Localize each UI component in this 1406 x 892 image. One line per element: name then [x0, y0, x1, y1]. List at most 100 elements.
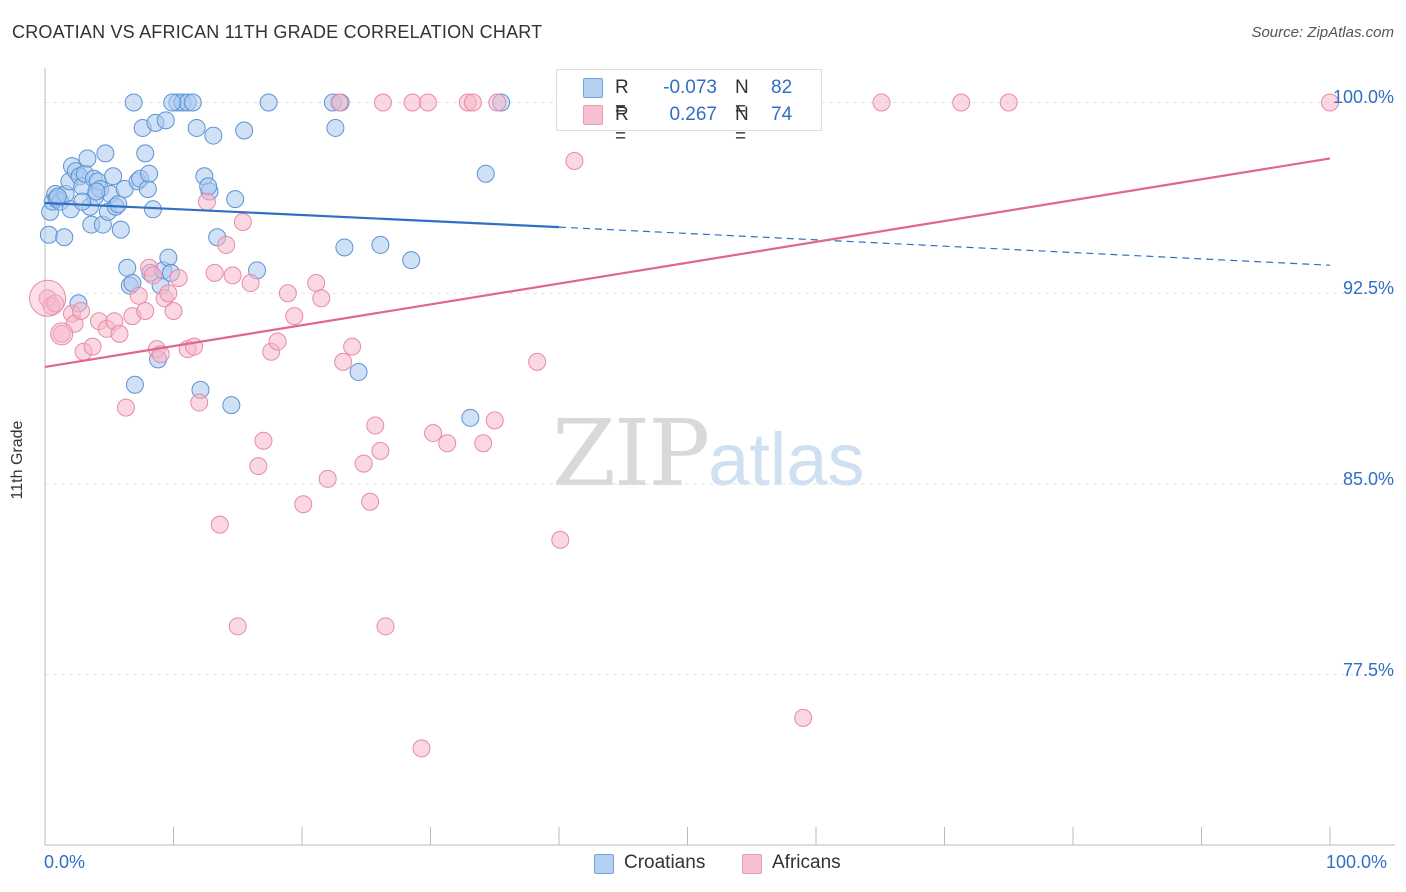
croatians-point: [187, 118, 206, 137]
croatians-point: [235, 121, 254, 140]
africans-point: [294, 495, 313, 514]
croatians-point: [259, 93, 278, 112]
croatians-point: [371, 235, 390, 254]
croatians-point: [73, 192, 92, 211]
africans-point: [71, 302, 90, 321]
croatians-point: [461, 408, 480, 427]
africans-point: [254, 431, 273, 450]
africans-point: [307, 274, 326, 293]
africans-point: [354, 454, 373, 473]
africans-point: [223, 266, 242, 285]
africans-point: [952, 93, 971, 112]
africans-point: [412, 739, 431, 758]
africans-point: [46, 294, 65, 313]
africans-point: [159, 284, 178, 303]
croatians-point: [204, 126, 223, 145]
africans-point-cluster: [29, 279, 67, 317]
africans-point: [794, 708, 813, 727]
africans-point: [190, 393, 209, 412]
africans-point: [110, 324, 129, 343]
africans-legend-swatch-icon: [742, 854, 762, 874]
croatians-point: [109, 195, 128, 214]
africans-point: [217, 235, 236, 254]
croatians-point: [78, 149, 97, 168]
africans-point: [164, 302, 183, 321]
africans-swatch-icon: [583, 105, 603, 125]
africans-point-cluster: [50, 322, 74, 346]
watermark: ZIPatlas: [552, 400, 864, 507]
croatians-point: [349, 363, 368, 382]
africans-point: [136, 302, 155, 321]
croatians-point: [159, 248, 178, 267]
africans-point: [169, 268, 188, 287]
n-label: N =: [735, 77, 749, 120]
africans-point: [210, 515, 229, 534]
africans-point: [872, 93, 891, 112]
n-label: N =: [735, 104, 749, 147]
africans-point: [999, 93, 1018, 112]
croatians-point: [335, 238, 354, 257]
croatians-point: [163, 93, 182, 112]
stats-box: R = -0.073 N = 82 R = 0.267 N = 74: [556, 69, 822, 147]
africans-point: [241, 274, 260, 293]
croatians-point: [138, 179, 157, 198]
n-value: 82: [771, 77, 793, 98]
africans-point: [343, 337, 362, 356]
y-tick-label: 92.5%: [1342, 278, 1394, 298]
africans-point: [488, 93, 507, 112]
croatians-point: [199, 177, 218, 196]
y-tick-label: 85.0%: [1342, 469, 1394, 489]
legend-label: Croatians: [624, 852, 706, 873]
croatians-point: [111, 220, 130, 239]
y-tick-label: 77.5%: [1342, 660, 1394, 680]
x-tick-label-max: 100.0%: [1326, 852, 1388, 872]
africans-point: [438, 434, 457, 453]
watermark-zip: ZIP: [552, 400, 710, 507]
africans-point: [334, 352, 353, 371]
legend-label: Africans: [772, 852, 841, 873]
africans-point: [318, 469, 337, 488]
r-label: R =: [615, 77, 629, 120]
croatians-point: [402, 251, 421, 270]
africans-trend-line: [44, 157, 1331, 369]
croatians-point: [476, 164, 495, 183]
africans-point: [312, 289, 331, 308]
croatians-point: [87, 182, 106, 201]
africans-point: [565, 151, 584, 170]
africans-point: [185, 337, 204, 356]
africans-point: [551, 530, 570, 549]
africans-point: [418, 93, 437, 112]
croatians-point: [125, 375, 144, 394]
croatians-point: [156, 111, 175, 130]
croatians-trend-line: [44, 201, 560, 229]
africans-point: [373, 93, 392, 112]
croatians-trend-line-extension: [558, 226, 1331, 266]
croatians-point: [226, 190, 245, 209]
africans-point: [228, 617, 247, 636]
croatians-point: [48, 187, 67, 206]
croatians-point: [55, 228, 74, 247]
africans-point: [485, 411, 504, 430]
y-tick-label: 100.0%: [1332, 87, 1394, 107]
africans-point: [205, 263, 224, 282]
r-value: 0.267: [669, 104, 717, 125]
africans-point: [83, 337, 102, 356]
croatians-point: [222, 396, 241, 415]
africans-point: [424, 424, 443, 443]
n-value: 74: [771, 104, 793, 125]
croatians-point: [118, 258, 137, 277]
africans-point: [116, 398, 135, 417]
africans-point: [285, 307, 304, 326]
r-label: R =: [615, 104, 629, 147]
chart-title: CROATIAN VS AFRICAN 11TH GRADE CORRELATI…: [12, 22, 543, 42]
croatians-point: [96, 144, 115, 163]
croatians-swatch-icon: [583, 78, 603, 98]
source-credit: Source: ZipAtlas.com: [1251, 24, 1394, 41]
africans-point: [403, 93, 422, 112]
croatians-point: [326, 118, 345, 137]
croatians-point: [104, 167, 123, 186]
croatians-point: [39, 225, 58, 244]
africans-point: [1321, 93, 1339, 112]
africans-point: [371, 441, 390, 460]
